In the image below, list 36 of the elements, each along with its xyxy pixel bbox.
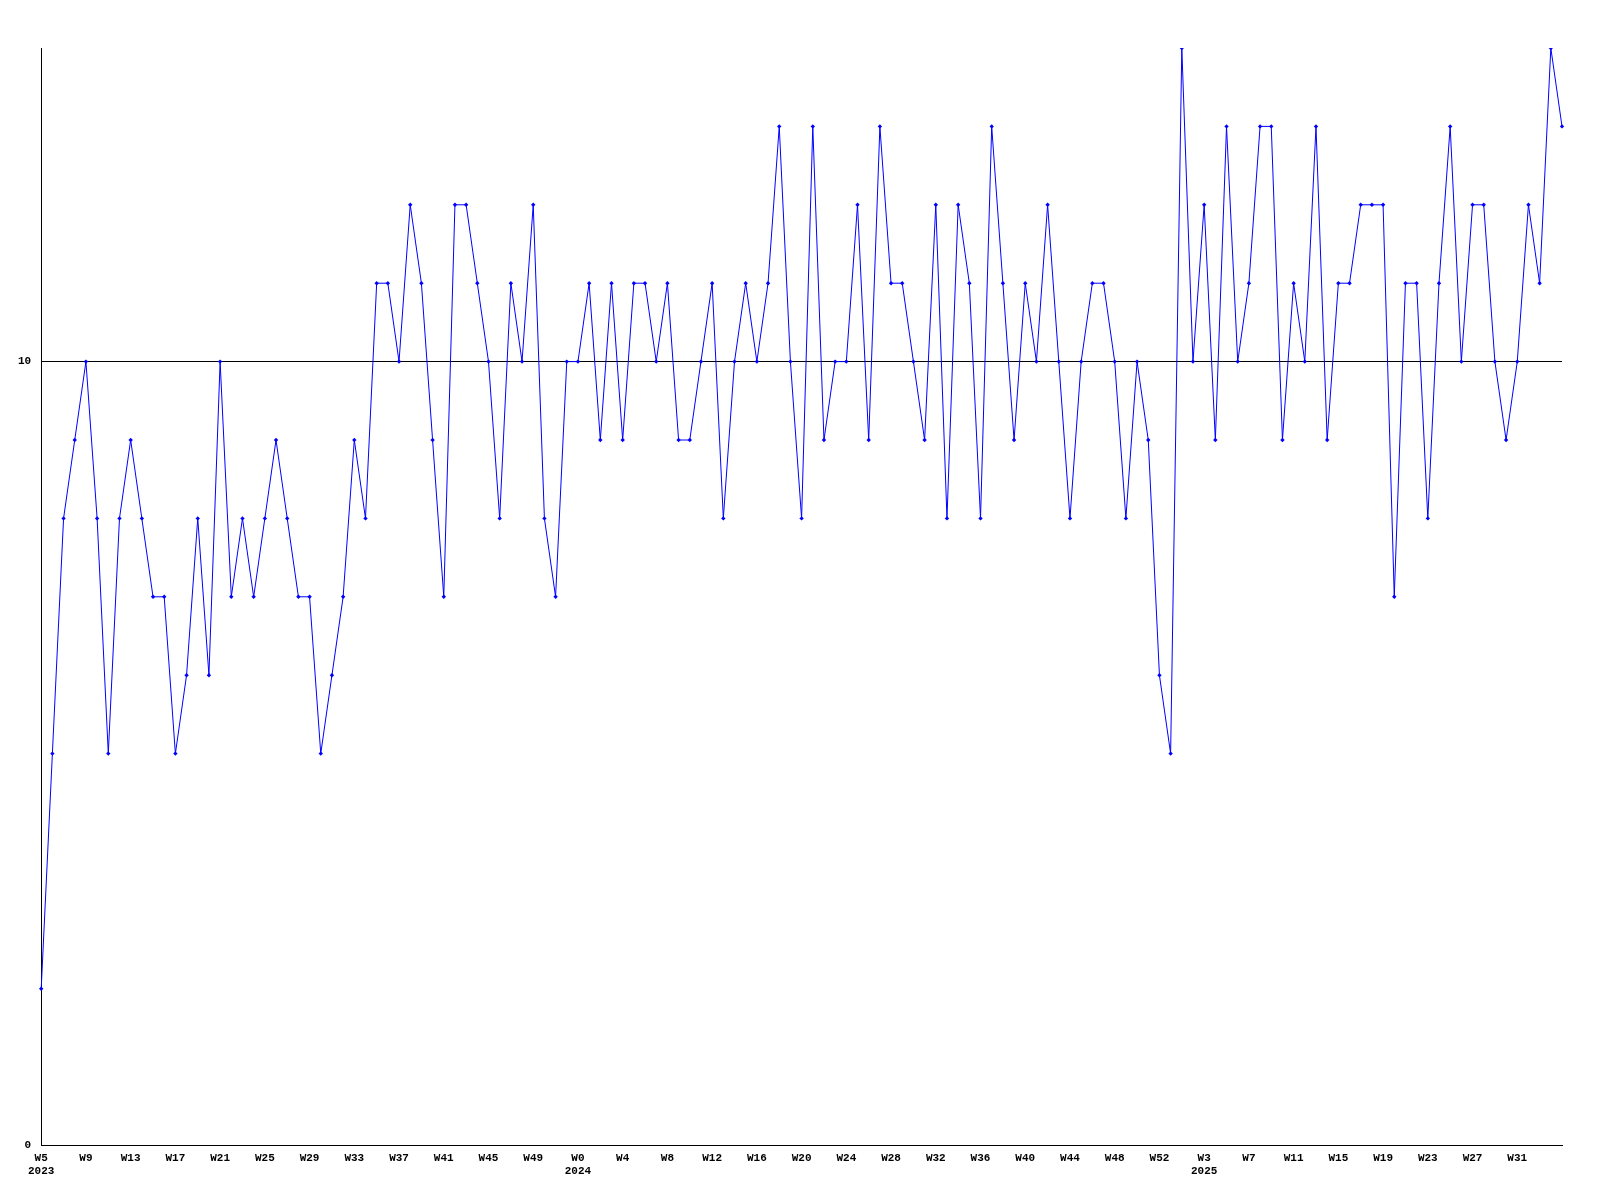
- x-tick-label: W9: [79, 1151, 93, 1164]
- x-tick-label: W12: [702, 1151, 723, 1164]
- x-tick-label: W45: [478, 1151, 499, 1164]
- x-tick-label: W3 2025: [1190, 1151, 1218, 1178]
- x-tick-label: W32: [925, 1151, 946, 1164]
- x-tick-label: W28: [881, 1151, 902, 1164]
- x-tick-label: W0 2024: [564, 1151, 592, 1178]
- x-tick-label: W52: [1149, 1151, 1170, 1164]
- x-tick-label: W24: [836, 1151, 857, 1164]
- x-tick-label: W37: [389, 1151, 409, 1164]
- x-tick-label: W19: [1373, 1151, 1393, 1164]
- x-tick-label: W16: [746, 1151, 767, 1164]
- x-tick-label: W27: [1462, 1151, 1483, 1164]
- x-tick-label: W23: [1417, 1151, 1439, 1164]
- x-tick-label: W41: [433, 1151, 455, 1164]
- x-tick-label: W15: [1328, 1151, 1349, 1164]
- x-tick-label: W44: [1060, 1151, 1081, 1164]
- x-tick-label: W13: [120, 1151, 141, 1164]
- x-tick-label: W17: [165, 1151, 186, 1164]
- x-tick-label: W21: [210, 1151, 231, 1164]
- x-tick-label: W33: [344, 1151, 365, 1164]
- x-tick-label: W29: [299, 1151, 320, 1164]
- x-tick-label: W40: [1015, 1151, 1036, 1164]
- x-tick-label: W8: [660, 1151, 675, 1164]
- x-tick-label: W49: [523, 1151, 544, 1164]
- x-tick-label: W48: [1104, 1151, 1125, 1164]
- x-tick-label: W31: [1507, 1151, 1528, 1164]
- x-tick-label: W11: [1283, 1151, 1304, 1164]
- y-tick-label: 0: [24, 1139, 32, 1152]
- x-tick-label: W20: [791, 1151, 812, 1164]
- x-tick-label: W36: [970, 1151, 991, 1164]
- x-tick-label: W7: [1242, 1151, 1256, 1164]
- x-tick-label: W4: [616, 1151, 630, 1164]
- x-tick-label: W25: [254, 1151, 276, 1164]
- x-tick-label: W5 2023: [28, 1151, 55, 1178]
- y-tick-label: 10: [18, 355, 32, 368]
